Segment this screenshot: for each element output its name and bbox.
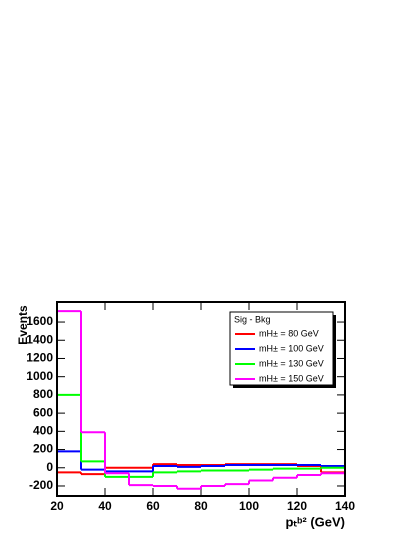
plot-frame bbox=[56, 301, 346, 497]
y-axis-label: Events bbox=[16, 305, 30, 345]
x-tick-label: 20 bbox=[50, 499, 64, 513]
y-tick-label: -200 bbox=[29, 478, 53, 492]
x-tick-label: 80 bbox=[194, 499, 208, 513]
legend-label: mH± = 80 GeV bbox=[259, 328, 319, 338]
legend-label: mH± = 150 GeV bbox=[259, 373, 324, 383]
x-tick-label: 120 bbox=[287, 499, 307, 513]
y-tick-label: 0 bbox=[46, 460, 53, 474]
x-tick-label: 140 bbox=[335, 499, 355, 513]
x-axis-label: pₜᵇ² (GeV) bbox=[286, 514, 345, 529]
y-tick-label: 600 bbox=[33, 405, 53, 419]
legend-label: mH± = 100 GeV bbox=[259, 343, 324, 353]
x-tick-label: 60 bbox=[146, 499, 160, 513]
y-tick-label: 1200 bbox=[26, 351, 53, 365]
x-tick-label: 100 bbox=[239, 499, 259, 513]
x-tick-label: 40 bbox=[98, 499, 112, 513]
y-tick-label: 400 bbox=[33, 424, 53, 438]
y-tick-label: 200 bbox=[33, 442, 53, 456]
y-tick-label: 1600 bbox=[26, 314, 53, 328]
legend-label: mH± = 130 GeV bbox=[259, 358, 324, 368]
y-tick-label: 800 bbox=[33, 387, 53, 401]
legend-title: Sig - Bkg bbox=[234, 314, 271, 324]
y-tick-label: 1000 bbox=[26, 369, 53, 383]
y-tick-label: 1400 bbox=[26, 332, 53, 346]
